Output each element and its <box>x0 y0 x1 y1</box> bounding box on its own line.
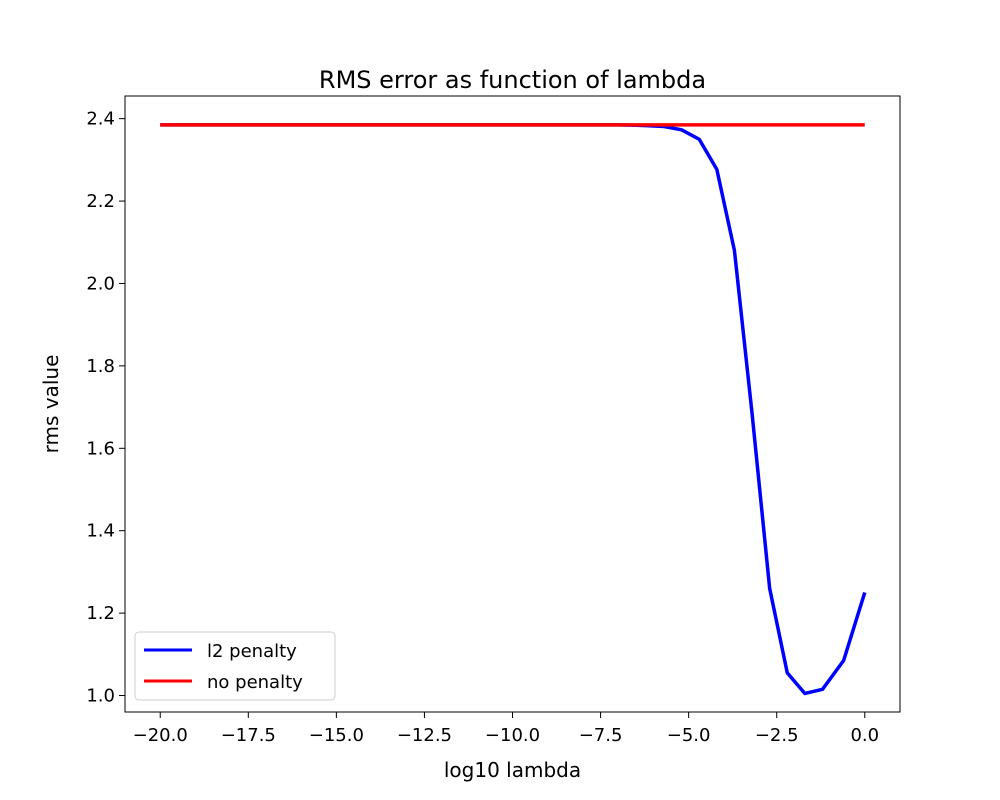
x-tick-label: −17.5 <box>221 725 276 746</box>
y-axis-label: rms value <box>39 355 63 454</box>
x-tick-label: −7.5 <box>579 725 623 746</box>
y-tick-label: 1.2 <box>86 603 115 624</box>
y-tick-label: 1.0 <box>86 686 115 707</box>
legend-label-no-penalty: no penalty <box>207 672 303 693</box>
legend: l2 penalty no penalty <box>134 631 336 701</box>
series-layer <box>160 123 867 696</box>
y-tick-label: 1.4 <box>86 521 115 542</box>
series-line-l2-penalty <box>160 123 867 696</box>
x-axis-label: log10 lambda <box>444 758 581 782</box>
y-tick-label: 2.4 <box>86 109 115 130</box>
x-tick-label: −20.0 <box>133 725 188 746</box>
x-tick-label: −12.5 <box>397 725 452 746</box>
y-tick-label: 1.6 <box>86 438 115 459</box>
y-tick-label: 1.8 <box>86 356 115 377</box>
x-tick-label: −15.0 <box>309 725 364 746</box>
x-tick-label: −2.5 <box>755 725 799 746</box>
x-tick-label: −10.0 <box>485 725 540 746</box>
x-axis: −20.0 −17.5 −15.0 −12.5 −10.0 −7.5 −5.0 −2.5 0.0 <box>133 712 879 746</box>
legend-label-l2-penalty: l2 penalty <box>207 641 297 662</box>
y-tick-label: 2.0 <box>86 273 115 294</box>
x-tick-label: 0.0 <box>850 725 879 746</box>
plot-area <box>124 95 901 713</box>
y-axis: 1.0 1.2 1.4 1.6 1.8 2.0 2.2 2.4 <box>86 109 125 707</box>
chart-title: RMS error as function of lambda <box>319 66 706 94</box>
y-tick-label: 2.2 <box>86 191 115 212</box>
x-tick-label: −5.0 <box>667 725 711 746</box>
